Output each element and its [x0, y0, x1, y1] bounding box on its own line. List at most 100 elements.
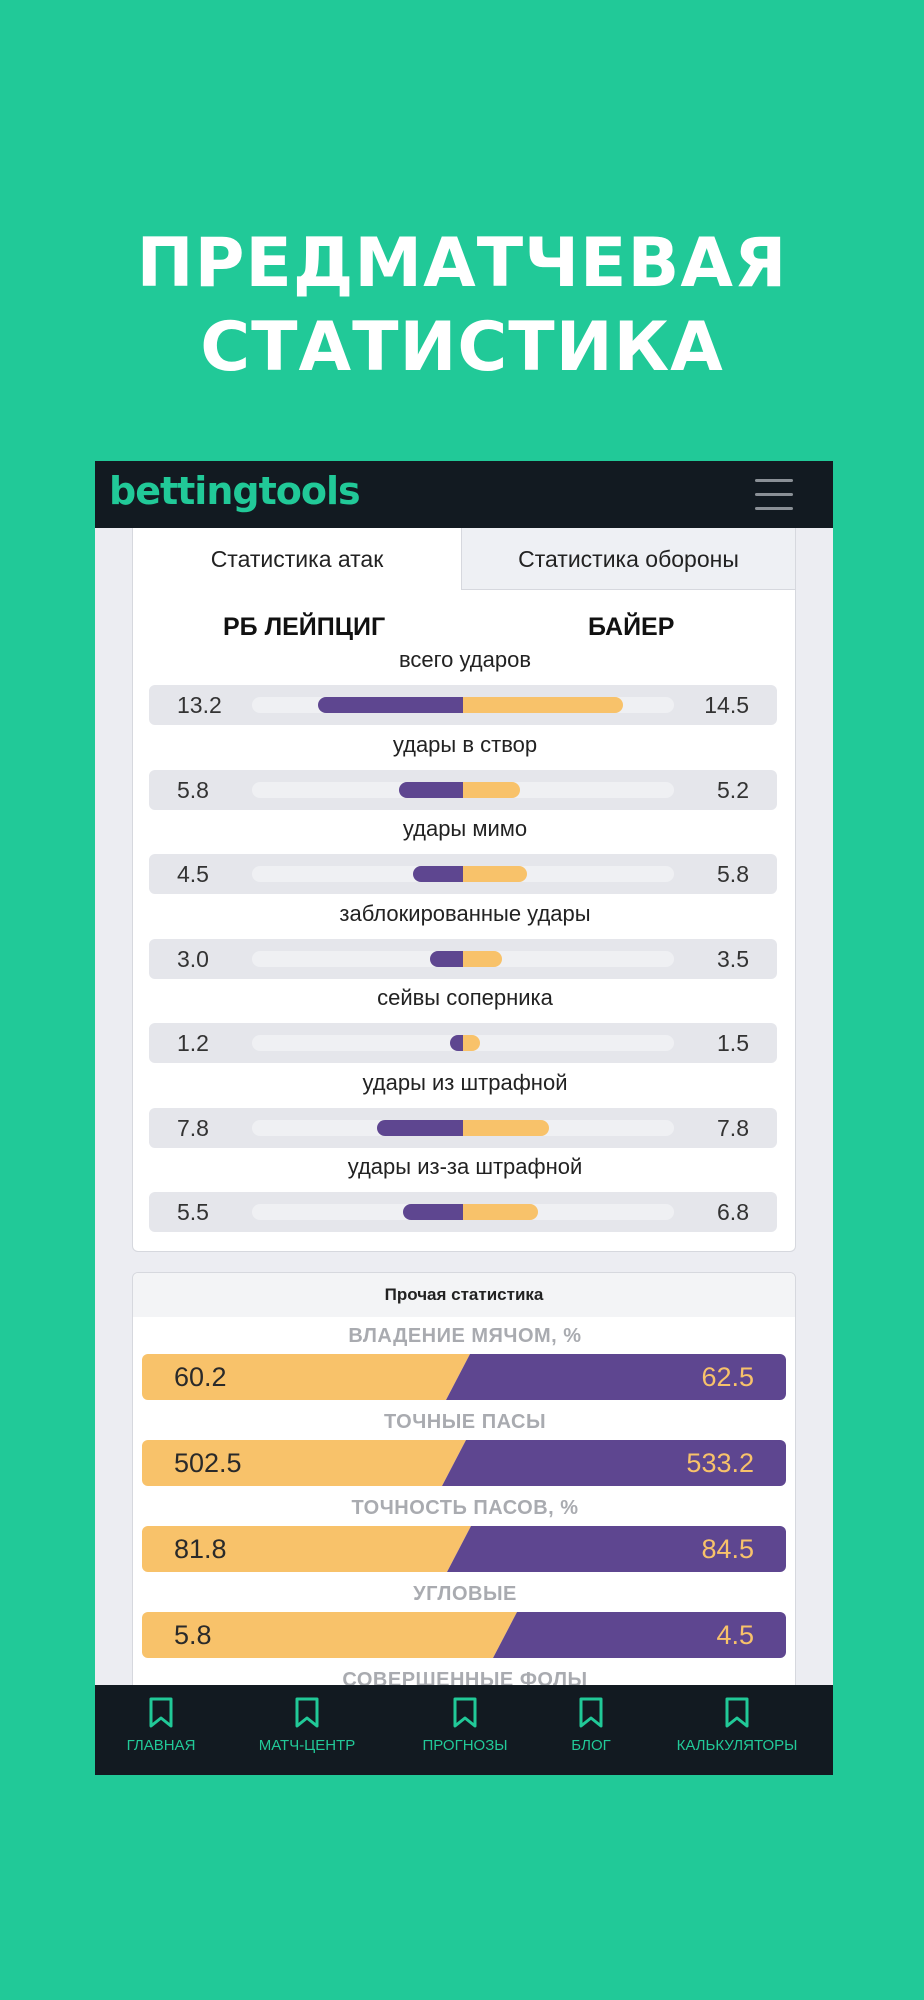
away-stat-value: 6.8: [717, 1199, 749, 1225]
stat-label: удары из штрафной: [362, 1069, 568, 1095]
home-stat-value: 4.5: [177, 861, 209, 887]
bookmark-icon: [149, 1697, 173, 1728]
away-share-fill: [493, 1612, 786, 1658]
home-stat-bar: [413, 866, 463, 882]
away-stat-bar: [463, 781, 520, 798]
bookmark-icon: [295, 1697, 319, 1728]
phone-screen: bettingtools Статистика атак Статистика …: [95, 461, 833, 1775]
home-share-fill: [142, 1354, 470, 1400]
stat-bar-track: [252, 1204, 674, 1220]
stat-label: всего ударов: [398, 647, 532, 672]
away-share-fill: [447, 1526, 786, 1572]
nav-item[interactable]: ГЛАВНАЯ: [95, 1697, 231, 1754]
away-other-value: 533.2: [686, 1448, 754, 1478]
home-other-value: 60.2: [174, 1362, 227, 1392]
away-stat-value: 1.5: [717, 1030, 749, 1056]
logo[interactable]: bettingtools: [109, 469, 361, 513]
home-stat-value: 3.0: [177, 945, 209, 972]
other-stats-card: Прочая статистика ВЛАДЕНИЕ МЯЧОМ, % 60.2 6…: [132, 1272, 796, 1685]
content-area[interactable]: Статистика атак Статистика обороны РБ ЛЕ…: [95, 528, 833, 1685]
home-stat-bar: [450, 1035, 463, 1051]
home-share-fill: [142, 1612, 517, 1658]
home-share-fill: [142, 1526, 471, 1572]
tab-attack-stats[interactable]: Статистика атак: [133, 528, 461, 590]
nav-item-label: МАТЧ-ЦЕНТР: [258, 1737, 356, 1754]
home-stat-value: 13.2: [177, 692, 222, 718]
nav-item[interactable]: БЛОГ: [521, 1697, 661, 1754]
nav-item-label: ПРОГНОЗЫ: [422, 1737, 508, 1754]
away-stat-bar: [463, 1035, 480, 1051]
home-stat-bar: [377, 1119, 463, 1136]
stat-bar-track: [252, 1119, 674, 1136]
nav-item-label: БЛОГ: [571, 1737, 611, 1754]
stat-bar-track: [252, 866, 674, 882]
home-stat-value: 5.8: [177, 776, 209, 803]
stat-bar-track: [252, 697, 674, 713]
home-other-value: 5.8: [174, 1620, 212, 1650]
other-stat-label: ТОЧНОСТЬ ПАСОВ, %: [351, 1497, 579, 1519]
away-team-name: БАЙЕР: [588, 613, 675, 641]
away-other-value: 62.5: [701, 1362, 754, 1392]
away-stat-value: 5.8: [717, 861, 749, 887]
bottom-navigation: ГЛАВНАЯ МАТЧ-ЦЕНТР ПРОГНОЗЫ БЛОГ КАЛЬКУЛЯТОР…: [95, 1685, 833, 1775]
away-share-fill: [446, 1354, 786, 1400]
promo-title-line2: СТАТИСТИКА: [200, 308, 724, 387]
stat-row: 3.0 3.5: [149, 938, 777, 979]
away-other-value: 4.5: [716, 1620, 754, 1650]
stat-bar-track: [252, 781, 674, 798]
home-stat-value: 7.8: [177, 1114, 209, 1141]
attack-stats-card: Статистика атак Статистика обороны РБ ЛЕ…: [132, 528, 796, 1252]
home-share-fill: [142, 1440, 466, 1486]
away-stat-bar: [463, 1119, 549, 1136]
away-stat-bar: [463, 950, 502, 967]
away-other-value: 84.5: [701, 1534, 754, 1564]
bookmark-icon: [579, 1697, 603, 1728]
away-stat-bar: [463, 866, 527, 882]
other-stat-label: ТОЧНЫЕ ПАСЫ: [383, 1411, 547, 1433]
home-stat-bar: [318, 697, 463, 713]
promo-title-line1: ПРЕДМАТЧЕВАЯ: [136, 224, 788, 303]
nav-item[interactable]: ПРОГНОЗЫ: [395, 1697, 535, 1754]
bookmark-icon: [453, 1697, 477, 1728]
nav-item-label: КАЛЬКУЛЯТОРЫ: [676, 1737, 798, 1754]
away-stat-bar: [463, 1204, 538, 1220]
stat-bar-track: [252, 950, 674, 967]
stat-row: 5.8 5.2: [149, 769, 777, 810]
other-stat-label: УГЛОВЫЕ: [413, 1583, 517, 1605]
stat-label: заблокированные удары: [339, 900, 591, 926]
stat-label: сейвы соперника: [377, 985, 553, 1010]
nav-item-label: ГЛАВНАЯ: [126, 1737, 196, 1754]
away-stat-value: 7.8: [717, 1114, 749, 1141]
stat-label: удары в створ: [392, 731, 538, 757]
away-stat-value: 3.5: [717, 945, 749, 972]
top-bar: bettingtools: [95, 461, 833, 528]
home-other-value: 81.8: [174, 1534, 227, 1564]
stat-row: 13.2 14.5: [149, 685, 777, 725]
other-stat-bar: 502.5 533.2: [142, 1440, 786, 1486]
other-stat-bar: 5.8 4.5: [142, 1612, 786, 1658]
stat-row: 7.8 7.8: [149, 1107, 777, 1148]
stat-label: удары мимо: [402, 816, 528, 841]
home-stat-bar: [403, 1204, 463, 1220]
away-stat-value: 5.2: [717, 776, 749, 803]
bookmark-icon: [725, 1697, 749, 1728]
other-stats-title: Прочая статистика: [133, 1273, 795, 1317]
home-stat-value: 1.2: [177, 1030, 209, 1056]
other-stat-label: СОВЕРШЕННЫЕ ФОЛЫ: [342, 1669, 588, 1685]
other-stat-bar: 60.2 62.5: [142, 1354, 786, 1400]
stat-row: 4.5 5.8: [149, 854, 777, 894]
stat-row: 1.2 1.5: [149, 1023, 777, 1063]
away-share-fill: [442, 1440, 786, 1486]
home-team-name: РБ ЛЕЙПЦИГ: [223, 613, 386, 641]
home-stat-bar: [430, 950, 463, 967]
other-stat-bar: 81.8 84.5: [142, 1526, 786, 1572]
tab-defense-stats[interactable]: Статистика обороны: [461, 528, 795, 590]
nav-item[interactable]: КАЛЬКУЛЯТОРЫ: [667, 1697, 807, 1754]
other-stat-label: ВЛАДЕНИЕ МЯЧОМ, %: [348, 1325, 582, 1347]
home-stat-value: 5.5: [177, 1199, 209, 1225]
hamburger-menu-icon[interactable]: [755, 479, 793, 511]
nav-item[interactable]: МАТЧ-ЦЕНТР: [237, 1697, 377, 1754]
stat-label: удары из-за штрафной: [347, 1154, 583, 1179]
promo-title: ПРЕДМАТЧЕВАЯ СТАТИСТИКА: [0, 222, 924, 390]
home-other-value: 502.5: [174, 1448, 242, 1478]
